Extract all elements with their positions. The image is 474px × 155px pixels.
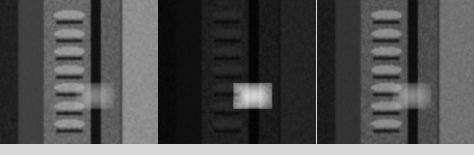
Text: B: B xyxy=(185,129,193,140)
Bar xyxy=(0,143,474,155)
Text: I: I xyxy=(61,134,63,139)
Text: I: I xyxy=(374,134,375,139)
Text: I: I xyxy=(217,134,219,139)
Text: A: A xyxy=(28,129,37,140)
Text: C: C xyxy=(341,129,349,140)
